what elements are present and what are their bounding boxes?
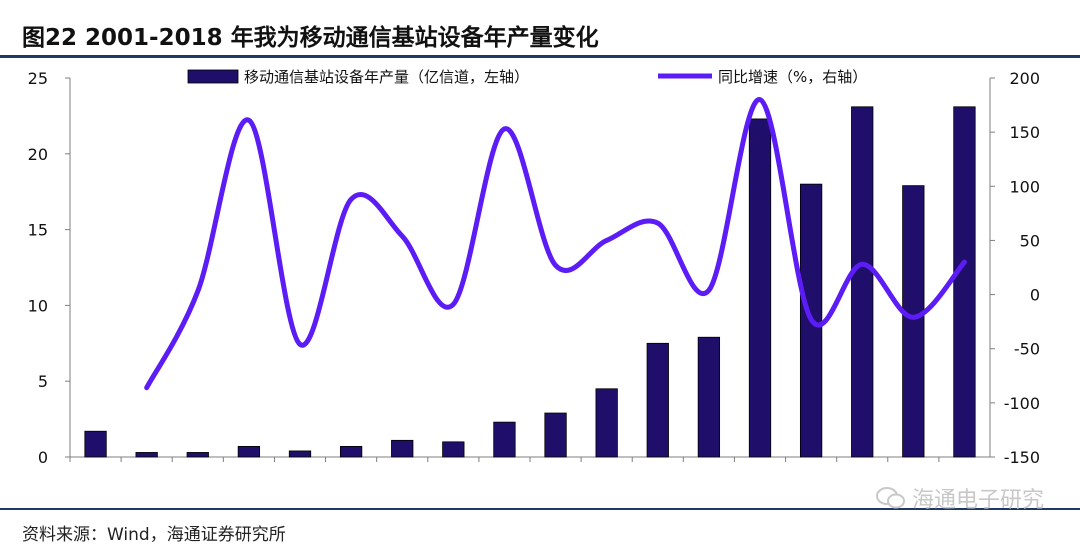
bar-2004 — [237, 445, 261, 458]
page-title: 图22 2001-2018 年我为移动通信基站设备年产量变化 — [22, 25, 599, 51]
line-point-2013 — [708, 289, 710, 291]
left-tick-label: 25 — [28, 69, 48, 88]
left-tick-label: 20 — [28, 145, 48, 164]
bar-2016 — [851, 106, 874, 458]
right-tick-label: 100 — [1009, 177, 1040, 196]
bar-2011 — [595, 388, 618, 458]
legend-line-label: 同比增速（%，右轴） — [718, 68, 867, 86]
right-tick-label: 0 — [1030, 286, 1040, 305]
left-tick-label: 0 — [38, 448, 48, 467]
left-tick-label: 5 — [38, 372, 48, 391]
right-tick-label: 200 — [1009, 69, 1040, 88]
source-bar: 资料来源：Wind，海通证券研究所 — [0, 508, 1080, 549]
left-tick-label: 10 — [28, 296, 48, 315]
source-note: 资料来源：Wind，海通证券研究所 — [22, 525, 286, 545]
line-point-2014 — [759, 99, 761, 101]
line-point-2012 — [657, 222, 659, 224]
line-point-2017 — [912, 316, 914, 318]
line-point-2016 — [861, 263, 863, 265]
watermark-text: 海通电子研究 — [911, 488, 1044, 513]
bar-2014 — [748, 118, 772, 458]
bar-2005 — [288, 450, 312, 458]
line-point-2006 — [350, 198, 352, 200]
right-tick-label: -150 — [1004, 448, 1040, 467]
chart-axes: 0510152025-150-100-500501001502002001200… — [28, 69, 1040, 467]
legend-bar-swatch — [187, 69, 239, 84]
bar-2013 — [697, 336, 721, 458]
combo-chart: 移动通信基站设备年产量（亿信道，左轴） 同比增速（%，右轴） 0 5 10 15 20 25… — [28, 68, 1040, 467]
bar-2006 — [339, 445, 363, 458]
line-point-2015 — [810, 318, 812, 320]
right-tick-label: -50 — [1014, 340, 1040, 359]
line-point-2002 — [146, 387, 148, 389]
line-point-2003 — [197, 290, 199, 292]
line-point-2009 — [503, 128, 505, 130]
bar-2009 — [493, 421, 516, 458]
bar-2012 — [646, 342, 669, 458]
legend-bar-label: 移动通信基站设备年产量（亿信道，左轴） — [244, 68, 529, 86]
watermark: 海通电子研究 — [875, 482, 1044, 514]
title-bar: 图22 2001-2018 年我为移动通信基站设备年产量变化 — [0, 8, 1080, 58]
bar-2001 — [84, 430, 107, 458]
line-point-2011 — [606, 239, 608, 241]
bar-2007 — [391, 439, 414, 458]
line-point-2004 — [248, 119, 250, 121]
left-tick-label: 15 — [28, 221, 48, 240]
bar-2010 — [544, 412, 567, 458]
right-tick-label: -100 — [1004, 394, 1040, 413]
right-tick-label: 150 — [1009, 123, 1040, 142]
bar-2003 — [186, 452, 209, 458]
growth-line — [144, 97, 967, 391]
bar-2008 — [442, 441, 465, 458]
line-point-2018 — [963, 261, 965, 263]
line-series — [144, 97, 967, 391]
bar-2017 — [902, 185, 925, 458]
line-point-2005 — [299, 343, 301, 345]
line-point-2008 — [452, 303, 454, 305]
bar-series — [84, 106, 976, 458]
bar-2018 — [953, 106, 976, 458]
right-tick-label: 50 — [1020, 231, 1040, 250]
bar-2002 — [135, 452, 158, 458]
line-point-2007 — [401, 235, 403, 237]
chart-legend: 移动通信基站设备年产量（亿信道，左轴） 同比增速（%，右轴） — [187, 68, 867, 86]
line-point-2010 — [555, 264, 557, 266]
wechat-icon — [875, 487, 905, 509]
